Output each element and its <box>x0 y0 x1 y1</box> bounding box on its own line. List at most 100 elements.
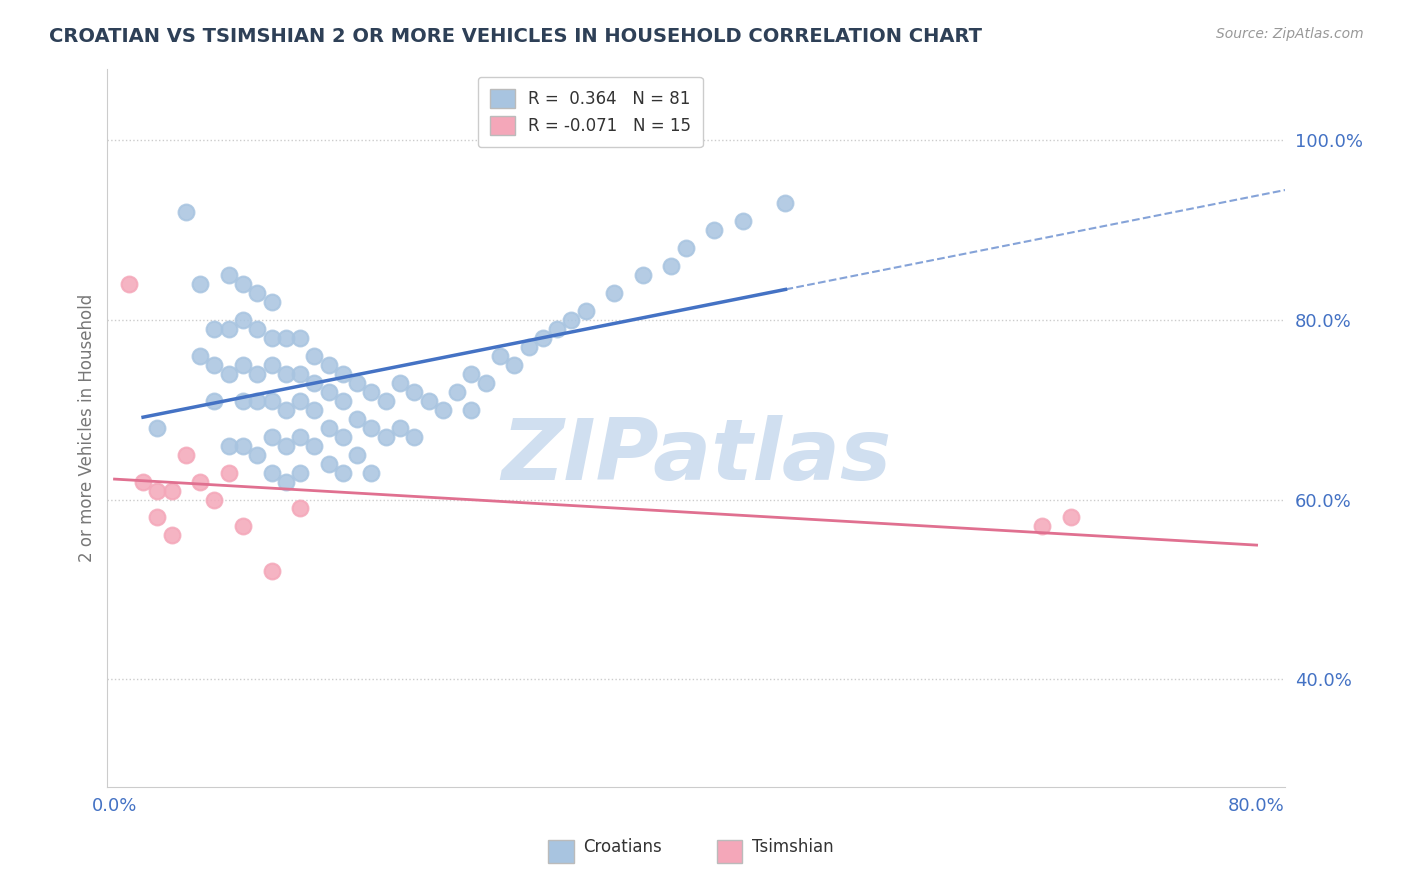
Point <box>274 331 297 345</box>
Point <box>304 349 326 363</box>
Point <box>232 277 254 291</box>
Point <box>260 358 283 372</box>
Point <box>332 466 354 480</box>
Point <box>232 519 254 533</box>
Point <box>446 384 468 399</box>
Point <box>146 420 169 434</box>
Point <box>360 420 382 434</box>
Point <box>274 475 297 489</box>
Point <box>288 367 311 381</box>
Point <box>474 376 496 390</box>
Text: Source: ZipAtlas.com: Source: ZipAtlas.com <box>1216 27 1364 41</box>
FancyBboxPatch shape <box>548 840 574 863</box>
Point <box>246 285 269 300</box>
Point <box>160 483 183 498</box>
Point <box>332 367 354 381</box>
Point <box>174 205 197 219</box>
Point <box>246 322 269 336</box>
Point <box>274 439 297 453</box>
Point <box>560 313 582 327</box>
Point <box>204 322 226 336</box>
Point <box>174 448 197 462</box>
Point <box>146 483 169 498</box>
Point <box>288 331 311 345</box>
Point <box>246 367 269 381</box>
Point <box>304 402 326 417</box>
Point <box>531 331 554 345</box>
Point <box>675 241 697 255</box>
Point <box>460 402 482 417</box>
Point <box>703 223 725 237</box>
Point <box>418 393 440 408</box>
Point <box>288 501 311 516</box>
Point <box>204 358 226 372</box>
Point <box>603 285 626 300</box>
FancyBboxPatch shape <box>717 840 742 863</box>
Point <box>232 393 254 408</box>
Point <box>1060 510 1083 524</box>
Point <box>288 466 311 480</box>
Point <box>404 384 426 399</box>
Point <box>218 439 240 453</box>
Point <box>288 393 311 408</box>
Point <box>460 367 482 381</box>
Point <box>218 268 240 282</box>
Point <box>374 393 396 408</box>
Point <box>218 367 240 381</box>
Point <box>304 439 326 453</box>
Point <box>218 466 240 480</box>
Point <box>517 340 540 354</box>
Y-axis label: 2 or more Vehicles in Household: 2 or more Vehicles in Household <box>79 293 96 562</box>
Point <box>204 393 226 408</box>
Point <box>204 492 226 507</box>
Point <box>360 384 382 399</box>
Point <box>332 393 354 408</box>
Point <box>304 376 326 390</box>
Point <box>132 475 155 489</box>
Point <box>118 277 141 291</box>
Point <box>318 457 340 471</box>
Point <box>232 439 254 453</box>
Point <box>318 358 340 372</box>
Text: Croatians: Croatians <box>583 838 662 856</box>
Text: Tsimshian: Tsimshian <box>752 838 834 856</box>
Point <box>404 430 426 444</box>
Point <box>260 393 283 408</box>
Point <box>260 331 283 345</box>
Point <box>731 214 754 228</box>
Point <box>260 295 283 310</box>
Point <box>503 358 526 372</box>
Point <box>389 420 412 434</box>
Point <box>246 393 269 408</box>
Point <box>318 384 340 399</box>
Point <box>775 196 797 211</box>
Point <box>659 259 682 273</box>
Point <box>360 466 382 480</box>
Point <box>1031 519 1053 533</box>
Point <box>489 349 512 363</box>
Point <box>188 475 211 489</box>
Point <box>260 430 283 444</box>
Point <box>346 448 368 462</box>
Point <box>232 313 254 327</box>
Point <box>346 376 368 390</box>
Point <box>432 402 454 417</box>
Point <box>232 358 254 372</box>
Legend: R =  0.364   N = 81, R = -0.071   N = 15: R = 0.364 N = 81, R = -0.071 N = 15 <box>478 77 703 147</box>
Point <box>318 420 340 434</box>
Point <box>332 430 354 444</box>
Point <box>260 565 283 579</box>
Point <box>631 268 654 282</box>
Point <box>188 349 211 363</box>
Text: CROATIAN VS TSIMSHIAN 2 OR MORE VEHICLES IN HOUSEHOLD CORRELATION CHART: CROATIAN VS TSIMSHIAN 2 OR MORE VEHICLES… <box>49 27 983 45</box>
Text: ZIPatlas: ZIPatlas <box>501 415 891 498</box>
Point <box>346 411 368 425</box>
Point <box>260 466 283 480</box>
Point <box>374 430 396 444</box>
Point <box>288 430 311 444</box>
Point <box>389 376 412 390</box>
Point <box>160 528 183 542</box>
Point <box>218 322 240 336</box>
Point <box>146 510 169 524</box>
Point <box>246 448 269 462</box>
